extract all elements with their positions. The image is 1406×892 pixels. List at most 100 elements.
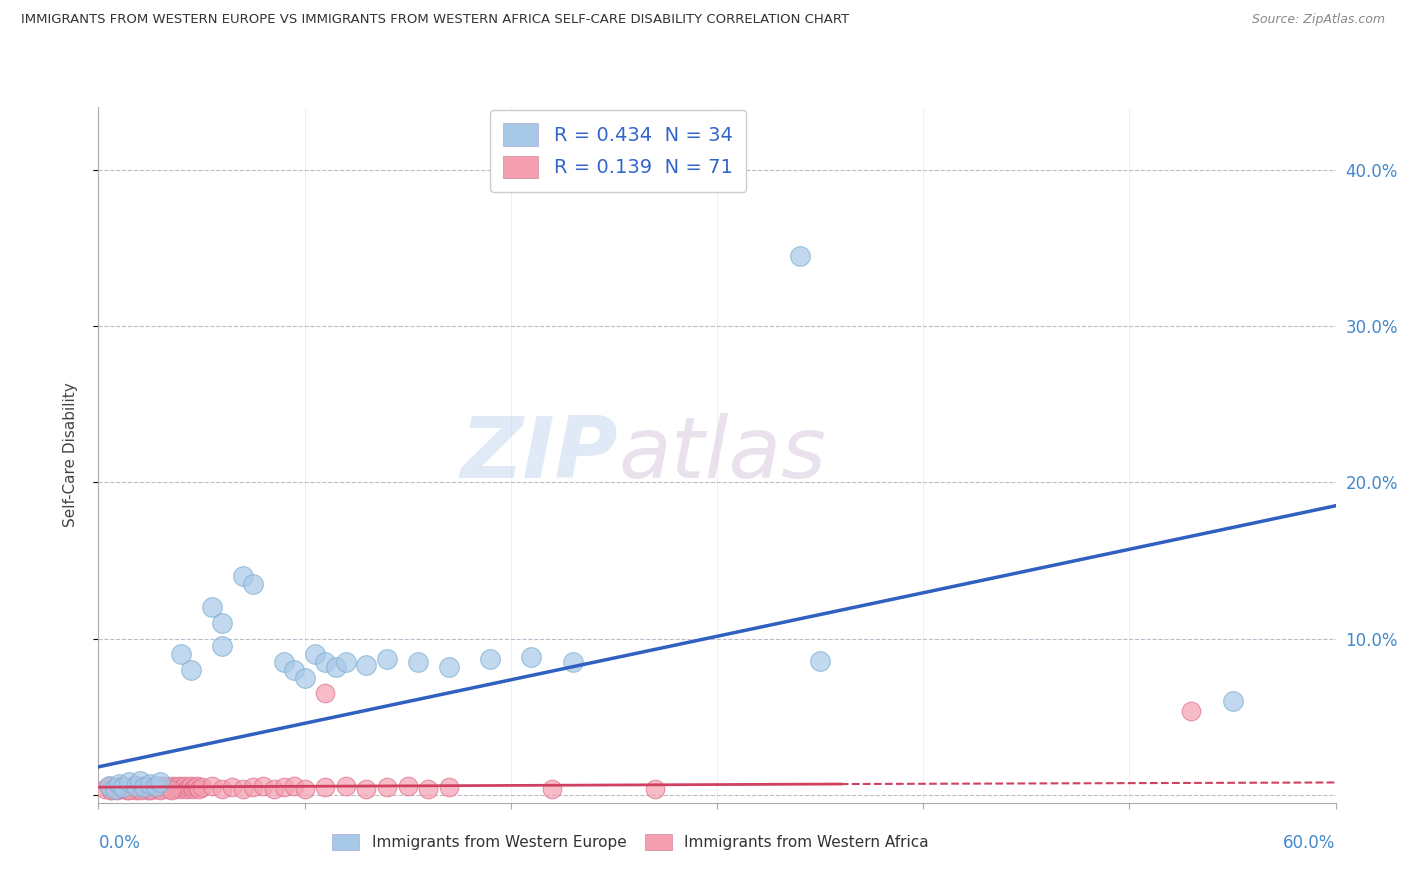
Text: IMMIGRANTS FROM WESTERN EUROPE VS IMMIGRANTS FROM WESTERN AFRICA SELF-CARE DISAB: IMMIGRANTS FROM WESTERN EUROPE VS IMMIGR… [21,13,849,27]
Point [437,780,460,794]
Point [232,781,254,796]
Point [170,781,193,796]
Point [242,780,264,794]
Point [181,781,204,796]
Point [118,775,141,789]
Point [139,783,162,797]
Point [93,781,115,796]
Point [136,783,159,797]
Point [190,780,212,794]
Point [112,780,135,794]
Text: 0.0%: 0.0% [98,834,141,852]
Point [132,780,155,794]
Point [396,779,419,793]
Point [201,779,224,793]
Point [104,781,127,796]
Point [148,780,170,794]
Legend: Immigrants from Western Europe, Immigrants from Western Africa: Immigrants from Western Europe, Immigran… [325,827,936,858]
Point [117,783,139,797]
Point [644,781,666,796]
Point [163,781,186,796]
Point [114,780,136,794]
Point [149,775,172,789]
Point [263,781,285,796]
Point [149,783,172,797]
Point [201,600,224,615]
Point [110,779,132,793]
Point [335,655,357,669]
Text: atlas: atlas [619,413,827,497]
Point [304,647,326,661]
Point [157,781,180,796]
Point [211,640,233,654]
Point [252,779,274,793]
Point [176,781,198,796]
Point [325,660,347,674]
Point [159,780,181,794]
Text: Source: ZipAtlas.com: Source: ZipAtlas.com [1251,13,1385,27]
Point [561,655,583,669]
Point [122,779,145,793]
Point [145,779,167,793]
Point [167,779,190,793]
Point [314,655,336,669]
Point [437,660,460,674]
Text: ZIP: ZIP [460,413,619,497]
Point [356,658,378,673]
Point [132,781,155,796]
Point [159,783,181,797]
Point [314,780,336,794]
Point [808,653,831,667]
Point [105,783,128,797]
Point [143,779,166,793]
Point [149,779,172,793]
Point [172,780,194,794]
Point [406,655,429,669]
Text: 60.0%: 60.0% [1284,834,1336,852]
Point [135,780,157,794]
Point [124,779,146,793]
Point [108,781,131,796]
Point [294,671,316,685]
Point [375,652,398,666]
Point [128,781,150,796]
Point [188,781,211,796]
Point [97,779,120,793]
Point [155,779,177,793]
Point [104,780,127,794]
Point [273,780,295,794]
Point [179,780,201,794]
Point [283,779,305,793]
Point [180,663,202,677]
Point [789,249,811,263]
Y-axis label: Self-Care Disability: Self-Care Disability [63,383,77,527]
Point [128,773,150,788]
Point [294,781,316,796]
Point [127,780,149,794]
Point [180,779,202,793]
Point [541,781,564,796]
Point [170,647,193,661]
Point [120,781,142,796]
Point [335,779,357,793]
Point [1180,704,1202,718]
Point [100,783,122,797]
Point [100,783,122,797]
Point [520,650,543,665]
Point [356,781,378,796]
Point [418,781,440,796]
Point [139,777,162,791]
Point [186,779,208,793]
Point [108,777,131,791]
Point [97,779,120,793]
Point [139,780,162,794]
Point [141,781,163,796]
Point [112,781,135,796]
Point [145,781,167,796]
Point [124,783,146,797]
Point [166,780,188,794]
Point [211,615,233,630]
Point [118,780,141,794]
Point [314,686,336,700]
Point [221,780,243,794]
